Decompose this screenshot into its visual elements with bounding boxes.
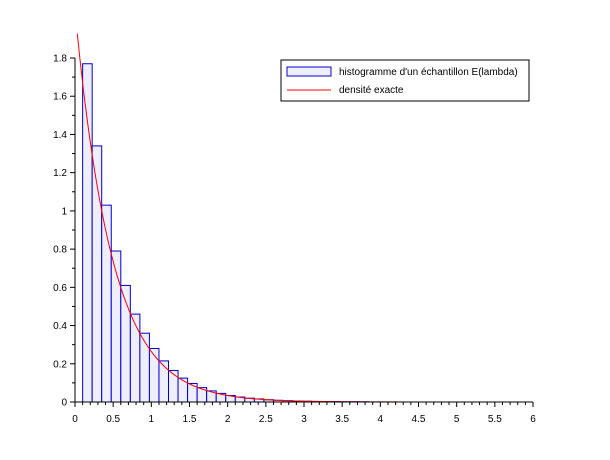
histogram-bar	[148, 347, 160, 403]
x-tick-label: 5.5	[488, 414, 502, 425]
y-tick-label: 1	[61, 206, 67, 217]
x-tick-label: 4	[378, 414, 384, 425]
x-tick-label: 5	[454, 414, 460, 425]
histogram-bar	[129, 313, 141, 403]
histogram-bar	[82, 63, 93, 403]
legend: histogramme d'un échantillon E(lambda) d…	[280, 59, 530, 102]
x-tick-label: 3	[301, 414, 307, 425]
histogram-bar	[139, 332, 150, 403]
y-ticks: 0 0.2 0.4 0.6 0.8 1 1.2 1.4 1.6 1.8	[53, 54, 75, 409]
x-ticks: 0 0.5 1 1.5 2 2.5 3 3.5 4 4.5 5 5.5 6	[72, 402, 536, 425]
x-tick-label: 0	[72, 414, 78, 425]
histogram-bars	[82, 63, 370, 403]
histogram-bar	[120, 284, 131, 403]
x-tick-label: 6	[530, 414, 536, 425]
legend-density-label: densité exacte	[339, 85, 404, 96]
y-tick-label: 0.8	[53, 245, 67, 256]
histogram-bar	[158, 360, 170, 403]
x-tick-label: 2	[225, 414, 231, 425]
x-tick-label: 3.5	[335, 414, 349, 425]
y-tick-label: 1.4	[53, 130, 67, 141]
x-tick-label: 2.5	[259, 414, 273, 425]
y-tick-label: 0	[61, 398, 67, 409]
x-tick-label: 0.5	[106, 414, 120, 425]
x-tick-label: 1.5	[183, 414, 197, 425]
y-tick-label: 1.8	[53, 54, 67, 65]
y-tick-label: 0.2	[53, 359, 67, 370]
histogram-bar	[168, 369, 179, 403]
legend-histogram-swatch	[286, 66, 332, 77]
y-tick-label: 0.4	[53, 321, 67, 332]
x-tick-label: 1	[149, 414, 155, 425]
y-tick-label: 0.6	[53, 283, 67, 294]
y-tick-label: 1.2	[53, 168, 67, 179]
histogram-bar	[110, 250, 122, 403]
x-tick-label: 4.5	[412, 414, 426, 425]
y-tick-label: 1.6	[53, 92, 67, 103]
legend-histogram-label: histogramme d'un échantillon E(lambda)	[339, 67, 518, 78]
